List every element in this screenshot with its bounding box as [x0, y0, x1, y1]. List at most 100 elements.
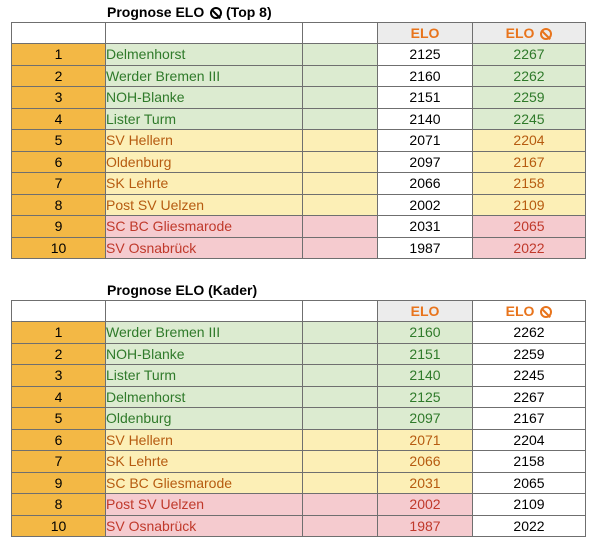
- table2-title-text: Prognose ELO (Kader): [107, 282, 258, 298]
- elo-avg-cell: 2158: [472, 172, 586, 195]
- team-name-cell: Lister Turm: [105, 364, 303, 387]
- team-name-cell: NOH-Blanke: [105, 86, 303, 109]
- blank-cell: [302, 407, 378, 430]
- rank-cell: 5: [11, 129, 106, 152]
- rank-cell: 7: [11, 450, 106, 473]
- table-row: 7 SK Lehrte 2066 2158: [11, 450, 586, 473]
- rank-cell: 1: [11, 43, 106, 66]
- rank-cell: 8: [11, 193, 106, 216]
- header-blank-cell: [11, 300, 106, 322]
- rank-cell: 9: [11, 471, 106, 494]
- header-elo-avg-label: ELO: [505, 303, 535, 319]
- elo-avg-cell: 2167: [472, 407, 586, 430]
- elo-cell: 2066: [377, 450, 473, 473]
- elo-avg-cell: 2204: [472, 428, 586, 451]
- blank-cell: [302, 215, 378, 238]
- blank-cell: [302, 150, 378, 173]
- elo-avg-cell: 2267: [472, 43, 586, 66]
- team-name-cell: Delmenhorst: [105, 43, 303, 66]
- header-elo-label: ELO: [410, 25, 440, 41]
- table1-header-elo-avg: ELO: [472, 22, 586, 44]
- elo-cell: 2160: [377, 321, 473, 344]
- team-name-cell: Post SV Uelzen: [105, 493, 303, 516]
- elo-cell: 2125: [377, 43, 473, 66]
- rank-cell: 3: [11, 86, 106, 109]
- table2: ELO ELO 1 Werder Bremen III 2160 2262 2 NOH-B…: [11, 300, 586, 537]
- header-blank-cell: [105, 300, 303, 322]
- team-name-cell: Werder Bremen III: [105, 64, 303, 87]
- elo-avg-cell: 2158: [472, 450, 586, 473]
- blank-cell: [302, 129, 378, 152]
- rank-cell: 2: [11, 342, 106, 365]
- team-name-cell: SV Osnabrück: [105, 514, 303, 537]
- blank-cell: [302, 172, 378, 195]
- team-name-cell: Oldenburg: [105, 150, 303, 173]
- team-name-cell: SK Lehrte: [105, 172, 303, 195]
- elo-avg-cell: 2022: [472, 236, 586, 259]
- elo-avg-cell: 2022: [472, 514, 586, 537]
- average-symbol-icon: [210, 7, 223, 19]
- rank-cell: 4: [11, 107, 106, 130]
- header-elo-label: ELO: [410, 303, 440, 319]
- header-blank-cell: [302, 300, 378, 322]
- blank-cell: [302, 364, 378, 387]
- elo-cell: 2151: [377, 86, 473, 109]
- table2-body: ELO ELO 1 Werder Bremen III 2160 2262 2 NOH-B…: [11, 300, 586, 537]
- blank-cell: [302, 236, 378, 259]
- team-name-cell: Werder Bremen III: [105, 321, 303, 344]
- blank-cell: [302, 385, 378, 408]
- table-row: 4 Delmenhorst 2125 2267: [11, 385, 586, 408]
- elo-avg-cell: 2245: [472, 107, 586, 130]
- rank-cell: 4: [11, 385, 106, 408]
- table1-title: Prognose ELO (Top 8): [107, 4, 272, 20]
- table-row: 2 Werder Bremen III 2160 2262: [11, 64, 586, 87]
- table1-title-suffix: (Top 8): [226, 4, 272, 20]
- table-row: 9 SC BC Gliesmarode 2031 2065: [11, 215, 586, 238]
- blank-cell: [302, 471, 378, 494]
- team-name-cell: SC BC Gliesmarode: [105, 471, 303, 494]
- elo-avg-cell: 2109: [472, 493, 586, 516]
- table-row: 6 Oldenburg 2097 2167: [11, 150, 586, 173]
- table2-header-elo: ELO: [377, 300, 473, 322]
- blank-cell: [302, 86, 378, 109]
- table1-title-text: Prognose ELO: [107, 4, 205, 20]
- average-symbol-icon: [540, 28, 553, 40]
- table-row: 4 Lister Turm 2140 2245: [11, 107, 586, 130]
- blank-cell: [302, 64, 378, 87]
- blank-cell: [302, 43, 378, 66]
- blank-cell: [302, 321, 378, 344]
- header-blank-cell: [11, 22, 106, 44]
- rank-cell: 10: [11, 514, 106, 537]
- team-name-cell: Delmenhorst: [105, 385, 303, 408]
- table1-header-row: ELO ELO: [11, 22, 586, 44]
- table-row: 8 Post SV Uelzen 2002 2109: [11, 493, 586, 516]
- rank-cell: 1: [11, 321, 106, 344]
- header-blank-cell: [302, 22, 378, 44]
- elo-avg-cell: 2167: [472, 150, 586, 173]
- table1-body: ELO ELO 1 Delmenhorst 2125 2267 2 Werder Brem…: [11, 22, 586, 259]
- table-row: 10 SV Osnabrück 1987 2022: [11, 514, 586, 537]
- elo-cell: 2160: [377, 64, 473, 87]
- table-row: 10 SV Osnabrück 1987 2022: [11, 236, 586, 259]
- team-name-cell: NOH-Blanke: [105, 342, 303, 365]
- blank-cell: [302, 193, 378, 216]
- blank-cell: [302, 514, 378, 537]
- table-row: 2 NOH-Blanke 2151 2259: [11, 342, 586, 365]
- table2-title: Prognose ELO (Kader): [107, 282, 257, 298]
- table-row: 6 SV Hellern 2071 2204: [11, 428, 586, 451]
- elo-cell: 2071: [377, 428, 473, 451]
- table-row: 1 Werder Bremen III 2160 2262: [11, 321, 586, 344]
- elo-cell: 1987: [377, 514, 473, 537]
- table-row: 1 Delmenhorst 2125 2267: [11, 43, 586, 66]
- header-elo-avg-label: ELO: [505, 25, 535, 41]
- elo-avg-cell: 2262: [472, 321, 586, 344]
- table-row: 5 SV Hellern 2071 2204: [11, 129, 586, 152]
- rank-cell: 8: [11, 493, 106, 516]
- rank-cell: 6: [11, 150, 106, 173]
- table-row: 5 Oldenburg 2097 2167: [11, 407, 586, 430]
- elo-cell: 1987: [377, 236, 473, 259]
- rank-cell: 2: [11, 64, 106, 87]
- rank-cell: 9: [11, 215, 106, 238]
- rank-cell: 5: [11, 407, 106, 430]
- team-name-cell: Post SV Uelzen: [105, 193, 303, 216]
